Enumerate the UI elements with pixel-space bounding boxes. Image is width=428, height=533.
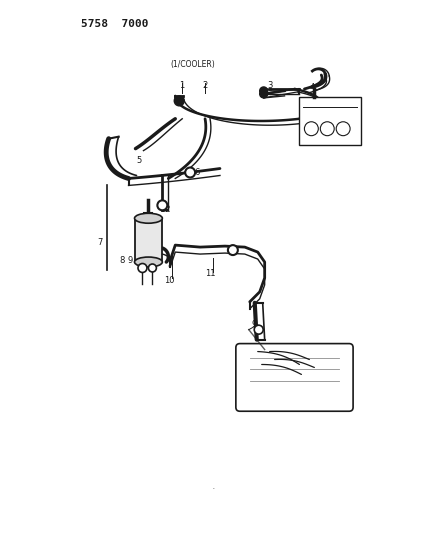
Text: 7: 7 xyxy=(97,238,102,247)
Text: 4: 4 xyxy=(310,83,315,92)
Circle shape xyxy=(138,263,147,272)
Text: 12: 12 xyxy=(160,205,171,214)
Text: 8: 8 xyxy=(119,256,124,265)
Ellipse shape xyxy=(134,213,162,223)
Text: 1: 1 xyxy=(180,81,185,90)
Circle shape xyxy=(320,122,334,136)
Text: (1/COOLER): (1/COOLER) xyxy=(171,60,216,69)
Text: 10: 10 xyxy=(164,276,175,285)
Circle shape xyxy=(336,122,350,136)
Text: 11: 11 xyxy=(205,269,215,278)
Text: 3: 3 xyxy=(267,81,272,90)
Text: .: . xyxy=(212,481,216,491)
FancyBboxPatch shape xyxy=(300,97,361,144)
Circle shape xyxy=(158,200,167,211)
Circle shape xyxy=(174,96,184,106)
Text: 6: 6 xyxy=(194,167,199,176)
Circle shape xyxy=(254,325,263,334)
Circle shape xyxy=(185,167,195,177)
Ellipse shape xyxy=(134,257,162,267)
Circle shape xyxy=(304,122,318,136)
Text: 9: 9 xyxy=(251,320,256,329)
Circle shape xyxy=(260,87,268,95)
Text: 5: 5 xyxy=(137,156,142,165)
Circle shape xyxy=(260,90,268,98)
Circle shape xyxy=(228,245,238,255)
Text: 9: 9 xyxy=(128,256,133,265)
Bar xyxy=(134,218,162,262)
FancyBboxPatch shape xyxy=(236,344,353,411)
Text: 2: 2 xyxy=(202,81,208,90)
Circle shape xyxy=(149,264,156,272)
Text: 5758  7000: 5758 7000 xyxy=(81,19,149,29)
